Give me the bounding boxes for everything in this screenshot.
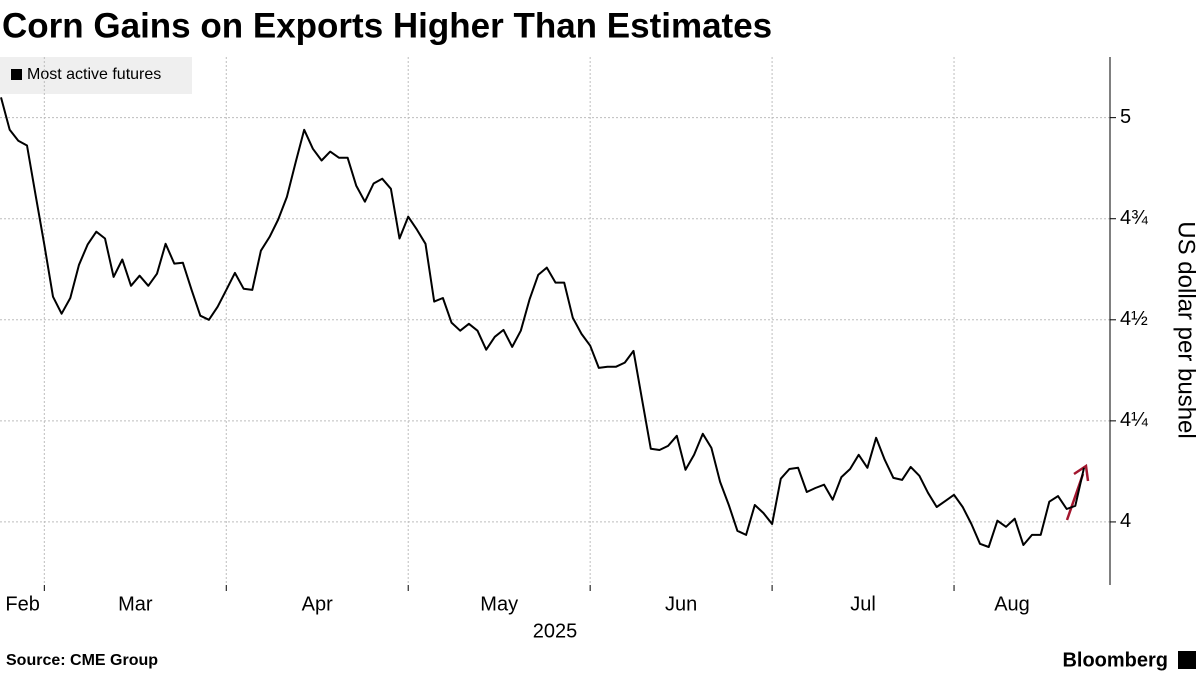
x-axis-label: 2025	[533, 620, 578, 642]
x-tick-label: Feb	[5, 593, 39, 615]
legend-swatch	[11, 69, 22, 80]
y-tick-label: 4	[1120, 510, 1131, 532]
legend-box	[0, 57, 192, 94]
y-tick-label: 4¾	[1120, 207, 1148, 229]
legend-label: Most active futures	[27, 66, 161, 83]
source: Source: CME Group	[6, 652, 158, 669]
y-tick-label: 4¼	[1120, 409, 1148, 431]
legend: Most active futures	[0, 57, 192, 94]
price-line	[0, 97, 1085, 548]
x-tick-label: May	[480, 593, 518, 615]
brand: Bloomberg	[1062, 649, 1168, 671]
x-tick-label: Apr	[302, 593, 333, 615]
x-tick-label: Jul	[850, 593, 876, 615]
y-tick-label: 4½	[1120, 308, 1148, 330]
chart-title: Corn Gains on Exports Higher Than Estima…	[2, 6, 772, 45]
x-tick-label: Jun	[665, 593, 697, 615]
x-tick-label: Aug	[994, 593, 1030, 615]
x-tick-label: Mar	[118, 593, 153, 615]
annotation-arrow-head	[1073, 463, 1090, 482]
y-tick-label: 5	[1120, 106, 1131, 128]
brand-icon	[1178, 651, 1196, 669]
y-axis-label: US dollar per bushel	[1173, 221, 1200, 438]
